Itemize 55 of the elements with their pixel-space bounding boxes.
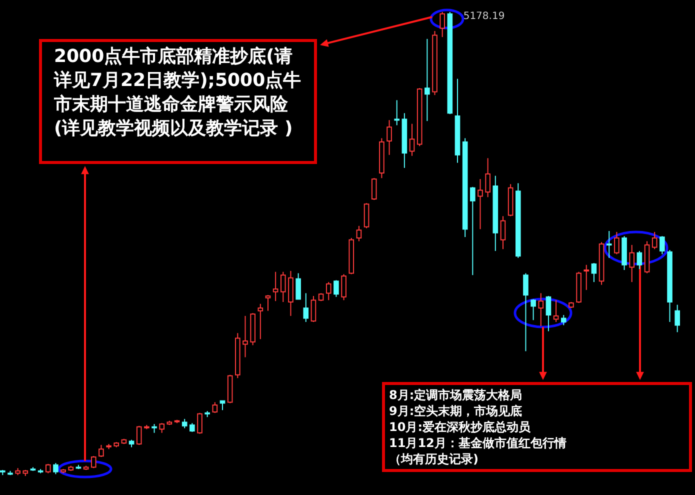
candlestick (272, 271, 278, 302)
candlestick (614, 231, 620, 255)
candlestick (560, 314, 566, 326)
candlestick (485, 158, 490, 198)
candlestick (98, 444, 104, 458)
candlestick (660, 236, 665, 255)
candlestick (500, 216, 506, 250)
candlestick (212, 402, 218, 414)
annotation: 10月:爱在深秋抄底总动员 (389, 419, 532, 435)
candlestick (280, 271, 286, 302)
candlestick (53, 462, 58, 475)
candlestick (606, 230, 612, 258)
candlestick (296, 272, 301, 300)
candlestick (530, 298, 536, 321)
annotation: 8月:定调市场震荡大格局 (389, 387, 524, 403)
candlestick (424, 38, 430, 122)
candlestick (159, 422, 165, 434)
annotation: （均有历史记录) (389, 451, 480, 467)
candlestick (591, 262, 597, 283)
candlestick (371, 178, 377, 200)
candlestick (341, 274, 346, 301)
candlestick (538, 292, 544, 327)
candlestick (90, 456, 96, 469)
candlestick (409, 123, 415, 156)
candlestick (674, 304, 680, 333)
candlestick (310, 295, 316, 322)
candlestick (182, 418, 188, 429)
candlestick (394, 100, 400, 126)
candlestick (303, 292, 309, 322)
candlestick (45, 463, 51, 474)
candlestick (546, 295, 552, 332)
candlestick (220, 400, 226, 411)
annotation: 11月12月：基金做市值红包行情 (389, 435, 568, 451)
candlestick (584, 264, 590, 290)
candlestick (364, 202, 370, 229)
candlestick (326, 282, 332, 301)
candlestick (386, 120, 392, 156)
candlestick (440, 12, 445, 38)
annotation: 5178.19 (463, 11, 505, 22)
candlestick (470, 186, 476, 276)
candlestick (258, 303, 264, 340)
annotation: 9月:空头末期，市场见底 (389, 403, 524, 419)
candlestick (136, 425, 142, 446)
annotation: 2000点牛市底部精准抄底(请详见7月22日教学);5000点牛市末期十道逃命金牌警示风险(详见教学视频以及教学记录 ) (39, 39, 317, 164)
candlestick (553, 300, 559, 322)
candlestick (265, 294, 271, 312)
candlestick (334, 280, 339, 298)
candlestick (242, 315, 248, 358)
candlestick (197, 412, 202, 434)
candlestick (523, 272, 528, 352)
candlestick (636, 250, 642, 270)
candlestick (629, 244, 635, 283)
candlestick (478, 178, 483, 230)
candlestick (356, 225, 362, 242)
candlestick (652, 231, 658, 250)
